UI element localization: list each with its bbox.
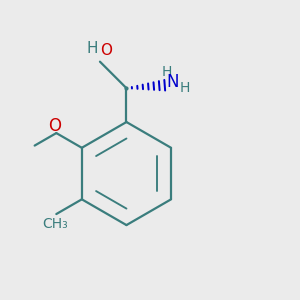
Text: CH₃: CH₃ — [42, 217, 68, 231]
Text: O: O — [100, 43, 112, 58]
Text: H: H — [87, 41, 98, 56]
Text: H: H — [180, 81, 190, 95]
Text: H: H — [162, 65, 172, 79]
Text: N: N — [167, 73, 179, 91]
Text: O: O — [48, 117, 61, 135]
